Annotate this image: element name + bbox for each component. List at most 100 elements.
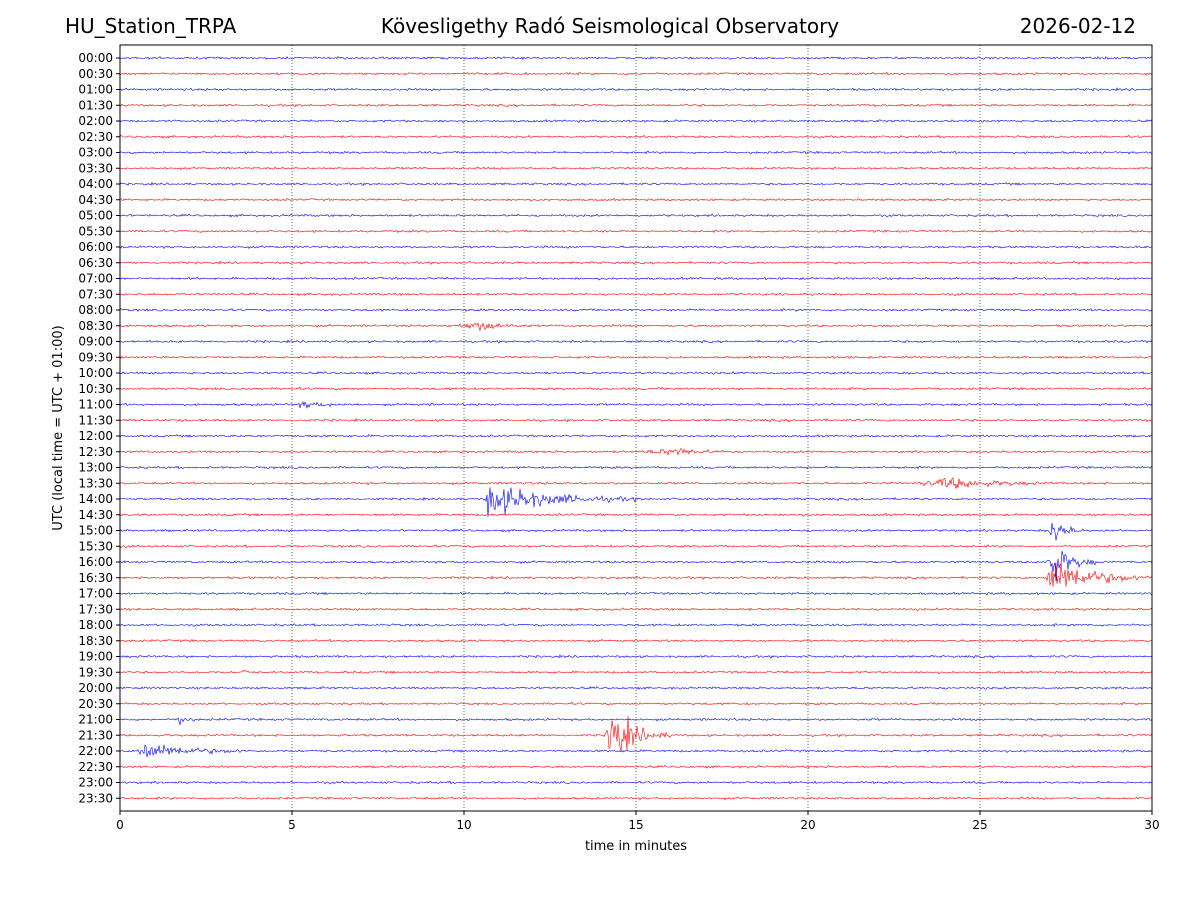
y-tick-label: 17:00 (78, 587, 113, 601)
trace-2200 (119, 744, 1153, 758)
y-tick-label: 06:00 (78, 240, 113, 254)
y-tick-label: 00:00 (78, 51, 113, 65)
y-tick-label: 09:00 (78, 335, 113, 349)
x-axis-label: time in minutes (585, 839, 687, 854)
y-tick-label: 10:00 (78, 366, 113, 380)
trace-2230 (119, 764, 1153, 769)
trace-1100 (119, 401, 1153, 409)
trace-2330 (119, 796, 1153, 801)
trace-1630 (119, 561, 1153, 587)
trace-1530 (119, 544, 1153, 549)
y-tick-label: 07:00 (78, 272, 113, 286)
trace-0200 (119, 119, 1153, 123)
trace-2300 (119, 780, 1153, 785)
y-tick-label: 11:30 (78, 413, 113, 427)
y-tick-label: 04:30 (78, 193, 113, 207)
trace-1500 (119, 522, 1153, 541)
y-tick-label: 18:30 (78, 634, 113, 648)
trace-0430 (119, 197, 1153, 202)
trace-1700 (119, 591, 1153, 596)
y-tick-label: 14:30 (78, 508, 113, 522)
trace-0630 (119, 260, 1153, 265)
y-tick-label: 20:30 (78, 697, 113, 711)
trace-0330 (119, 166, 1153, 171)
y-tick-label: 13:00 (78, 461, 113, 475)
y-tick-label: 08:00 (78, 303, 113, 317)
trace-1600 (119, 550, 1153, 582)
x-tick-label: 15 (628, 818, 643, 832)
y-tick-label: 04:00 (78, 177, 113, 191)
y-tick-label: 23:00 (78, 776, 113, 790)
y-tick-label: 19:00 (78, 650, 113, 664)
trace-1300 (119, 465, 1153, 470)
y-tick-label: 00:30 (78, 67, 113, 81)
trace-2000 (119, 686, 1153, 691)
x-ticks: 0 5 10 15 20 25 30 (116, 811, 1160, 832)
y-tick-label: 05:00 (78, 209, 113, 223)
y-tick-label: 01:00 (78, 83, 113, 97)
y-tick-label: 21:30 (78, 728, 113, 742)
trace-1000 (119, 371, 1153, 376)
trace-0700 (119, 276, 1153, 281)
y-tick-label: 09:30 (78, 350, 113, 364)
y-tick-label: 16:00 (78, 555, 113, 569)
y-tick-label: 11:00 (78, 398, 113, 412)
y-tick-label: 23:30 (78, 791, 113, 805)
y-tick-label: 05:30 (78, 224, 113, 238)
trace-1800 (119, 623, 1153, 627)
trace-1330 (119, 477, 1153, 489)
trace-0400 (119, 181, 1153, 187)
trace-0730 (119, 292, 1153, 297)
x-tick-label: 5 (288, 818, 296, 832)
y-tick-label: 20:00 (78, 681, 113, 695)
y-tick-label: 18:00 (78, 618, 113, 632)
y-tick-label: 13:30 (78, 476, 113, 490)
trace-0930 (119, 355, 1153, 360)
trace-0600 (119, 245, 1153, 250)
traces (119, 56, 1153, 801)
y-tick-label: 03:30 (78, 161, 113, 175)
y-tick-label: 07:30 (78, 287, 113, 301)
trace-2130 (119, 715, 1153, 752)
trace-0130 (119, 103, 1153, 108)
trace-1730 (119, 607, 1153, 612)
y-tick-label: 15:00 (78, 524, 113, 538)
trace-0230 (119, 134, 1153, 139)
x-tick-label: 20 (800, 818, 815, 832)
trace-0300 (119, 150, 1153, 155)
trace-0500 (119, 213, 1153, 218)
station-name: HU_Station_TRPA (65, 14, 237, 38)
trace-0830 (119, 322, 1153, 332)
y-tick-label: 02:00 (78, 114, 113, 128)
trace-0100 (119, 87, 1153, 92)
trace-1030 (119, 386, 1153, 391)
grid-lines (291, 45, 981, 811)
trace-1200 (119, 434, 1153, 438)
x-tick-label: 30 (1144, 818, 1159, 832)
chart-date: 2026-02-12 (1019, 14, 1136, 38)
trace-1830 (119, 638, 1153, 643)
trace-1430 (119, 512, 1153, 517)
trace-2030 (119, 701, 1153, 706)
trace-1130 (119, 417, 1153, 423)
trace-1400 (119, 487, 1153, 517)
y-tick-label: 14:00 (78, 492, 113, 506)
trace-1930 (119, 669, 1153, 675)
y-tick-label: 21:00 (78, 713, 113, 727)
x-tick-label: 10 (456, 818, 471, 832)
y-tick-label: 03:00 (78, 146, 113, 160)
y-tick-label: 15:30 (78, 539, 113, 553)
trace-0030 (119, 71, 1153, 76)
trace-1230 (119, 447, 1153, 456)
y-tick-label: 22:00 (78, 744, 113, 758)
y-tick-label: 08:30 (78, 319, 113, 333)
x-tick-label: 25 (972, 818, 987, 832)
y-tick-label: 16:30 (78, 571, 113, 585)
y-tick-label: 17:30 (78, 602, 113, 616)
trace-0530 (119, 229, 1153, 234)
y-tick-label: 22:30 (78, 760, 113, 774)
x-tick-label: 0 (116, 818, 124, 832)
y-tick-label: 06:30 (78, 256, 113, 270)
